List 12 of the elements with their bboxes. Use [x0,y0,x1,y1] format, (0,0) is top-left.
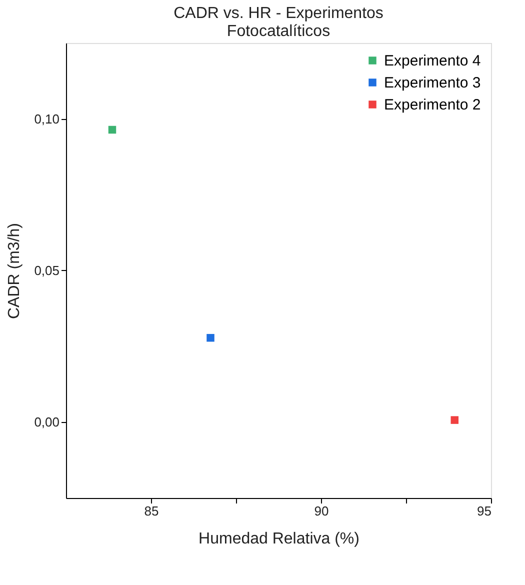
legend-label: Experimento 4 [384,52,481,70]
chart-title: CADR vs. HR - Experimentos Fotocatalíticos [174,5,384,40]
legend-label: Experimento 3 [384,74,481,92]
x-axis-title: Humedad Relativa (%) [198,530,360,548]
y-tick-label: 0,00 [34,414,60,430]
x-tick-label: 95 [477,504,492,518]
x-tick-label: 85 [144,504,159,518]
x-tick-label: 90 [314,504,329,518]
y-tick-label: 0,10 [34,111,60,126]
legend-label: Experimento 2 [384,96,481,114]
y-tick-label: 0,05 [34,263,60,278]
y-axis-title: CADR (m3/h) [6,222,24,320]
